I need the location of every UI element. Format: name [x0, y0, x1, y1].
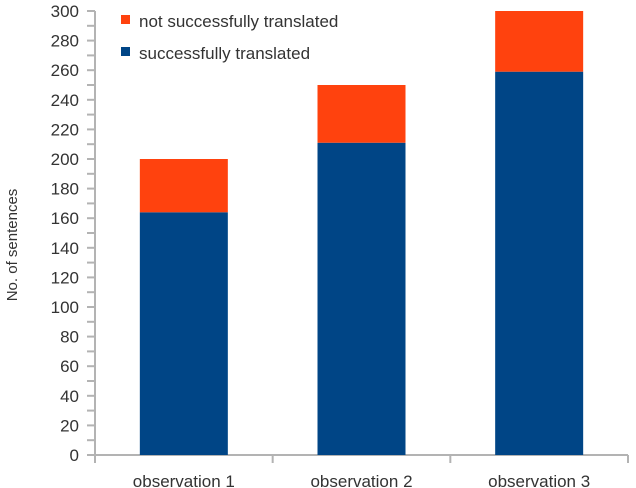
y-tick-label: 200	[51, 150, 79, 169]
legend-swatch-not-translated	[121, 15, 130, 24]
bar-stack	[495, 11, 584, 456]
y-tick-label: 20	[60, 416, 79, 435]
x-category-label: observation 2	[310, 472, 412, 488]
y-axis: 0 20 40 60 80 100 120 140 160 180 200 220 240 260 280 3…	[51, 2, 96, 465]
y-tick-label: 120	[51, 268, 79, 287]
y-tick-label: 280	[51, 32, 79, 51]
bar-segment-successfully-translated	[139, 212, 228, 455]
y-tick-label: 300	[51, 2, 79, 21]
y-tick-label: 100	[51, 298, 79, 317]
y-tick-label: 40	[60, 387, 79, 406]
y-tick-label: 260	[51, 61, 79, 80]
legend-label-translated: successfully translated	[139, 44, 310, 63]
y-tick-label: 220	[51, 120, 79, 139]
bar-segment-not-successfully-translated	[495, 11, 584, 72]
y-tick-label: 180	[51, 180, 79, 199]
bar-segment-not-successfully-translated	[317, 85, 406, 143]
legend-label-not-translated: not successfully translated	[139, 12, 338, 31]
y-tick-label: 160	[51, 209, 79, 228]
bar-segment-successfully-translated	[317, 142, 406, 455]
bar-stack	[317, 85, 406, 455]
y-tick-label: 80	[60, 328, 79, 347]
legend: not successfully translated successfully…	[121, 12, 338, 63]
y-tick-label: 140	[51, 239, 79, 258]
bar-segment-not-successfully-translated	[139, 159, 228, 213]
y-axis-title: No. of sentences	[4, 189, 21, 302]
x-category-label: observation 1	[133, 472, 235, 488]
bars	[139, 11, 584, 456]
y-tick-label: 0	[70, 446, 79, 465]
bar-segment-successfully-translated	[495, 71, 584, 456]
x-axis: observation 1 observation 2 observation 3	[94, 454, 629, 488]
y-tick-label: 60	[60, 357, 79, 376]
bar-stack	[139, 159, 228, 455]
y-tick-label: 240	[51, 91, 79, 110]
x-category-label: observation 3	[488, 472, 590, 488]
legend-swatch-translated	[121, 47, 130, 56]
